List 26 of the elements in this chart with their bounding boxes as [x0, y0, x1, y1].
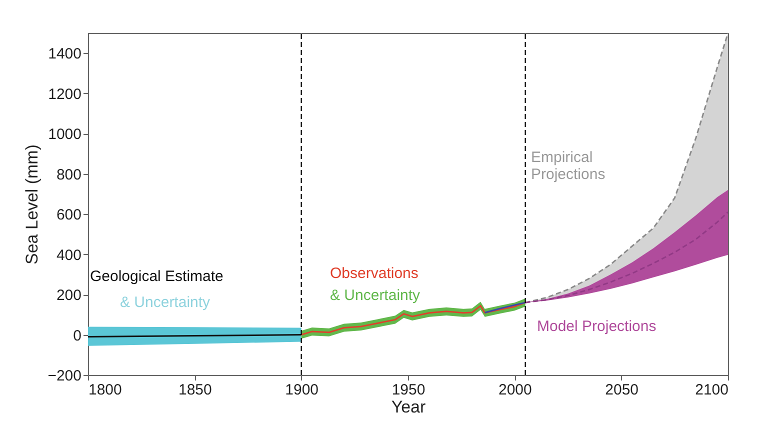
annotation: & Uncertainty [330, 287, 421, 304]
y-axis-title: Sea Level (mm) [22, 144, 42, 264]
y-tick-label: 600 [56, 206, 82, 224]
y-tick-label: 1400 [48, 46, 82, 63]
y-tick-label: 1000 [48, 126, 82, 144]
x-tick-label: 1850 [178, 382, 212, 398]
line-series [484, 302, 526, 314]
y-tick-label: 1200 [48, 86, 82, 103]
annotation: Empirical Projections [531, 149, 606, 183]
x-axis-title: Year [391, 398, 426, 416]
x-tick-label: 2100 [695, 382, 728, 398]
x-tick-label: 2000 [498, 382, 532, 398]
x-tick-label: 1950 [392, 382, 426, 398]
x-tick-label: 1800 [88, 382, 122, 398]
x-tick-label: 2050 [605, 382, 639, 398]
y-tick-label: 800 [56, 166, 82, 184]
annotation: & Uncertainty [120, 294, 211, 311]
line-series [524, 211, 729, 304]
y-tick-label: 0 [73, 327, 82, 344]
annotation: Geological Estimate [90, 268, 224, 285]
annotation: Model Projections [537, 318, 656, 335]
x-tick-label: 1900 [285, 382, 319, 398]
y-tick-label: −200 [48, 368, 82, 384]
annotation: Observations [330, 265, 418, 282]
y-tick-label: 200 [56, 287, 82, 304]
y-tick-label: 400 [56, 246, 82, 264]
